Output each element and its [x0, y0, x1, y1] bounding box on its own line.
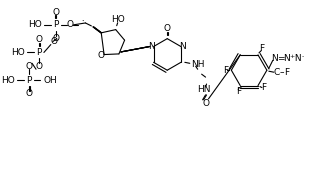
Text: O: O: [50, 37, 57, 46]
Text: O: O: [66, 20, 73, 29]
Text: O: O: [35, 62, 42, 71]
Text: NH: NH: [191, 60, 204, 69]
Text: +: +: [289, 54, 294, 59]
Text: P: P: [36, 48, 42, 57]
Text: P: P: [53, 20, 59, 29]
Text: HO: HO: [12, 48, 25, 57]
Text: F: F: [284, 68, 289, 77]
Text: HO: HO: [2, 76, 15, 85]
Text: O: O: [25, 62, 33, 71]
Text: HO: HO: [28, 20, 42, 29]
Text: -: -: [301, 54, 304, 59]
Text: F: F: [236, 87, 241, 96]
Text: O: O: [25, 89, 33, 98]
Text: O: O: [52, 8, 59, 17]
Text: O: O: [164, 24, 171, 33]
Text: O: O: [35, 35, 42, 44]
Text: N: N: [271, 54, 278, 63]
Text: C: C: [274, 68, 280, 77]
Text: O: O: [52, 34, 59, 43]
Text: •: •: [81, 20, 84, 24]
Text: HO: HO: [111, 15, 124, 24]
Text: F: F: [260, 44, 264, 53]
Text: N: N: [292, 54, 301, 63]
Text: O: O: [98, 51, 105, 60]
Text: –: –: [279, 68, 284, 77]
Text: N: N: [179, 42, 186, 51]
Text: N: N: [148, 42, 155, 51]
Text: P: P: [26, 76, 32, 85]
Text: O: O: [202, 99, 209, 108]
Text: F: F: [261, 83, 266, 92]
Text: OH: OH: [44, 76, 58, 85]
Text: HN: HN: [197, 85, 210, 94]
Text: N: N: [283, 54, 290, 63]
Text: =: =: [277, 54, 284, 63]
Text: F: F: [223, 66, 228, 75]
